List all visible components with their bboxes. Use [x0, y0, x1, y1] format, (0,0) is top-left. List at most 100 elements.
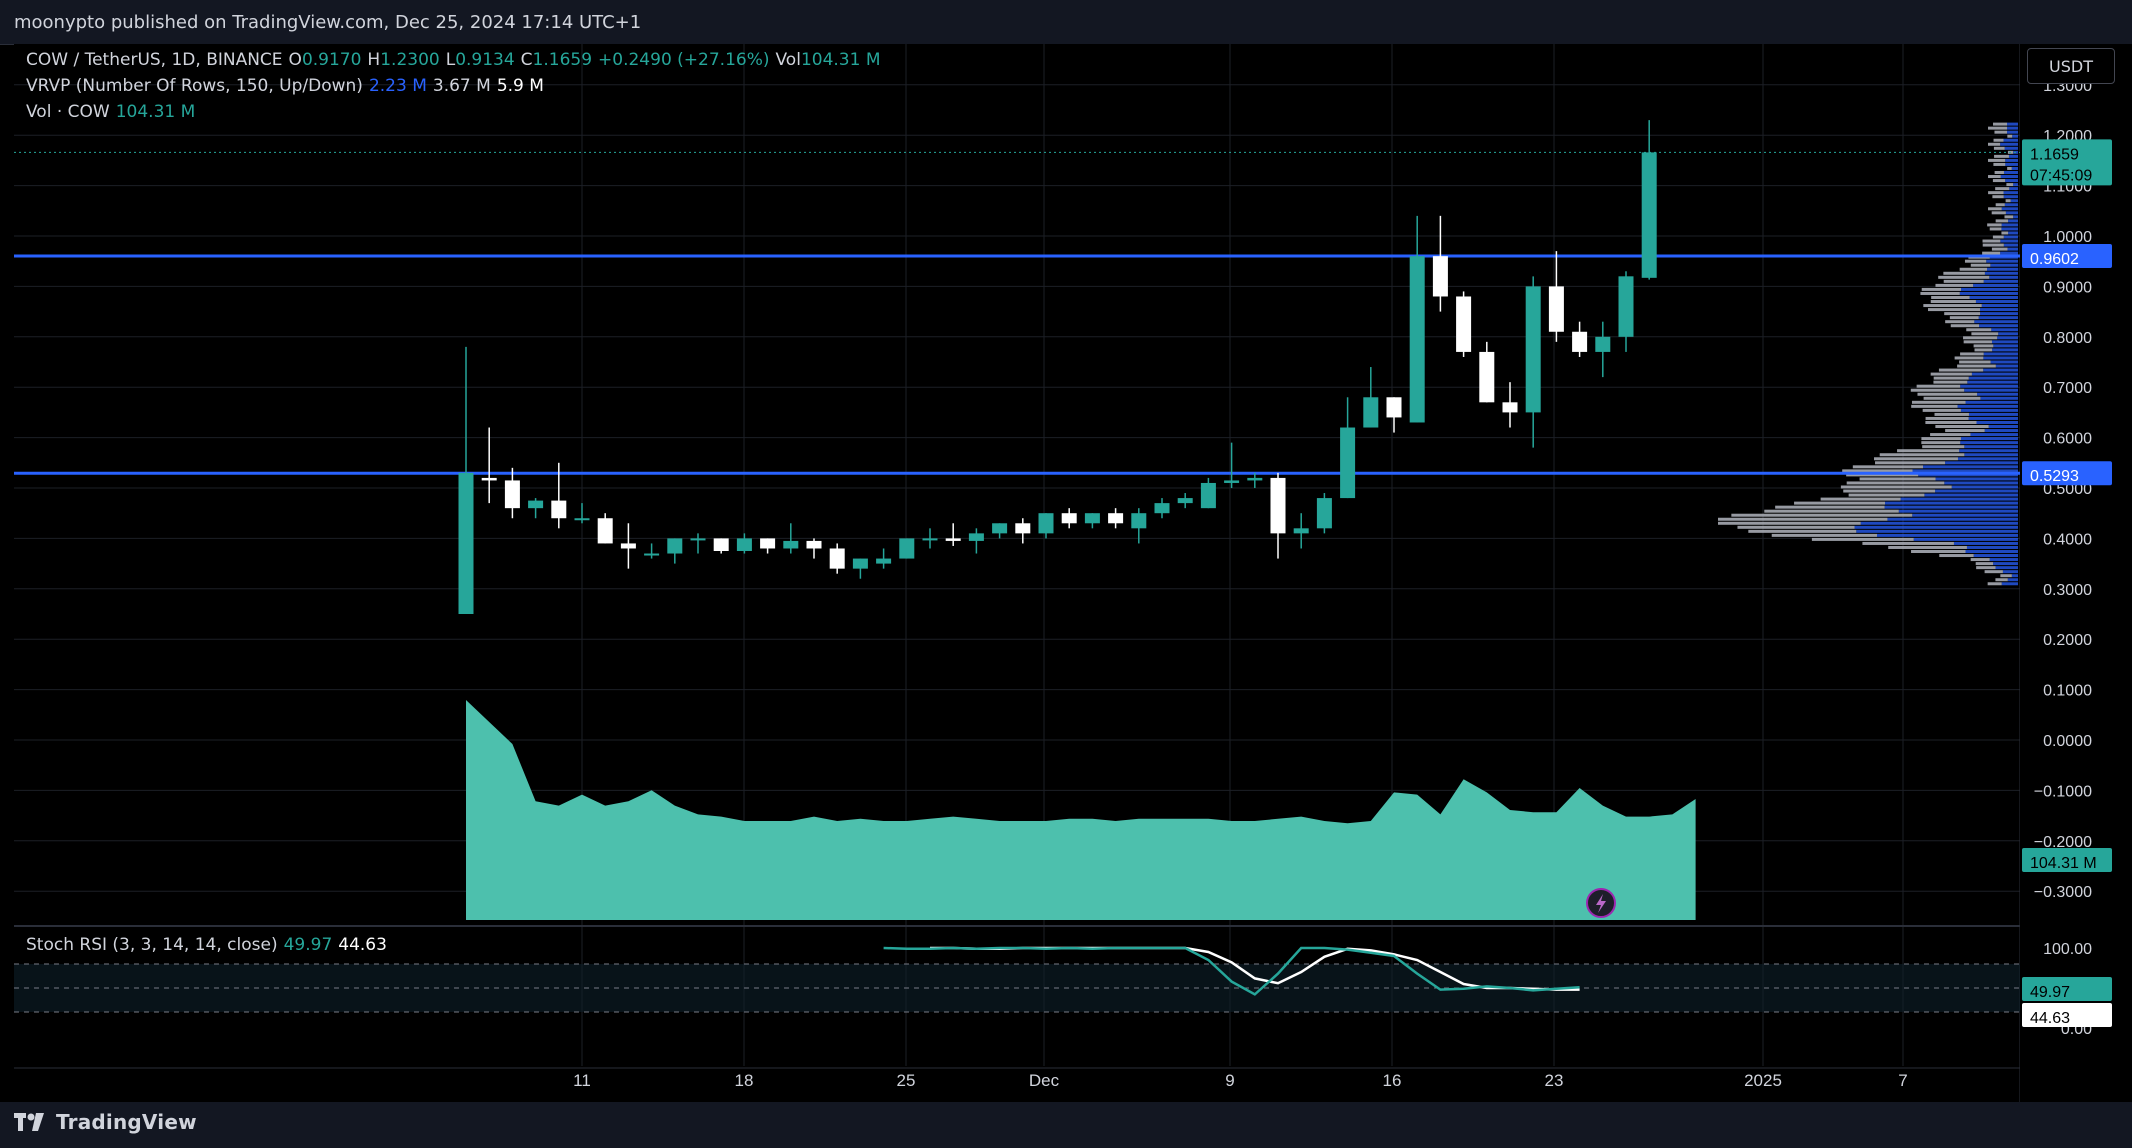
profile-row-down	[1748, 529, 1857, 533]
profile-row-up	[1912, 469, 2018, 473]
tradingview-logo-icon	[14, 1113, 44, 1131]
candle-body	[481, 477, 497, 481]
profile-row-down	[1862, 541, 1954, 545]
candle-body	[644, 553, 660, 556]
profile-row-down	[1993, 138, 2004, 142]
profile-row-down	[1916, 384, 1961, 388]
profile-row-up	[2003, 170, 2018, 174]
candle-body	[899, 538, 915, 559]
time-tick-label: 7	[1898, 1071, 1907, 1090]
profile-row-up	[1983, 352, 2018, 356]
price-tick-label: 0.4000	[2043, 531, 2092, 548]
legend-vol: 104.31 M	[800, 50, 881, 70]
candle-body	[992, 523, 1008, 534]
stoch-label[interactable]: Stoch RSI (3, 3, 14, 14, close)	[26, 935, 278, 955]
profile-row-up	[1960, 384, 2018, 388]
brand[interactable]: TradingView	[14, 1110, 197, 1134]
candle-body	[458, 472, 474, 614]
profile-row-down	[1959, 267, 1988, 271]
stoch-k-line	[883, 946, 1580, 996]
candle-body	[1595, 336, 1611, 352]
price-tick-label: 0.8000	[2043, 330, 2092, 347]
profile-row-down	[1988, 158, 2006, 162]
candle-body	[1224, 480, 1240, 483]
candle-body	[1108, 513, 1124, 524]
candle-body	[736, 538, 752, 551]
profile-row-up	[1957, 404, 2018, 408]
profile-row-down	[1995, 219, 2009, 223]
stoch-d-badge-bg	[2022, 1003, 2112, 1027]
profile-row-up	[1884, 505, 2018, 509]
profile-row-up	[2003, 243, 2018, 247]
stoch-k-badge-bg	[2022, 977, 2112, 1001]
profile-row-down	[1874, 457, 1958, 461]
currency-button[interactable]: USDT	[2027, 48, 2115, 84]
profile-row-up	[2001, 223, 2018, 227]
legend-symbol-line: COW / TetherUS, 1D, BINANCE O0.9170 H1.230…	[26, 50, 887, 70]
profile-row-down	[1764, 509, 1899, 513]
profile-row-up	[1953, 541, 2018, 545]
profile-row-down	[1938, 275, 1990, 279]
profile-row-down	[1897, 449, 1960, 453]
legend-vol-series-value: 104.31 M	[115, 102, 196, 122]
price-tick-label: 0.2000	[2043, 632, 2092, 649]
profile-row-up	[1959, 291, 2018, 295]
profile-row-up	[1965, 550, 2018, 554]
profile-row-up	[1913, 537, 2018, 541]
profile-row-down	[1988, 207, 2002, 211]
legend-symbol[interactable]: COW / TetherUS, 1D, BINANCE	[26, 50, 283, 70]
volume-profile	[1718, 122, 2018, 586]
profile-row-up	[1912, 513, 2018, 517]
profile-row-down	[1963, 336, 1998, 340]
profile-row-up	[1951, 485, 2018, 489]
profile-row-up	[1969, 295, 2018, 299]
profile-row-down	[1945, 320, 1975, 324]
profile-row-up	[1944, 481, 2018, 485]
profile-row-down	[1992, 195, 2004, 199]
candle-body	[1479, 351, 1495, 403]
profile-row-up	[1968, 412, 2018, 416]
profile-row-up	[2008, 154, 2018, 158]
profile-row-up	[1983, 368, 2018, 372]
profile-row-up	[2013, 183, 2018, 187]
profile-row-up	[2003, 138, 2018, 142]
candle-body	[504, 480, 520, 509]
volume-badge-text: 104.31 M	[2030, 855, 2097, 872]
profile-row-down	[1920, 291, 1960, 295]
time-axis[interactable]: 11 18 25 Dec 9 16 23 2025 7	[573, 1071, 1908, 1090]
profile-row-up	[1961, 287, 2018, 291]
profile-row-down	[1931, 295, 1970, 299]
last-price-badge-text: 1.1659	[2030, 146, 2079, 163]
profile-row-up	[2007, 122, 2018, 126]
profile-row-up	[2003, 191, 2018, 195]
profile-row-up	[2005, 158, 2018, 162]
stoch-axis-top: 100.00	[2043, 941, 2092, 958]
profile-row-up	[1960, 408, 2018, 412]
candle-body	[922, 538, 938, 541]
profile-row-down	[1921, 441, 1961, 445]
legend-vol-series-label[interactable]: Vol · COW	[26, 102, 110, 122]
legend-vrvp-label[interactable]: VRVP (Number Of Rows, 150, Up/Down)	[26, 76, 363, 96]
profile-row-up	[1993, 562, 2018, 566]
candle-body	[1038, 513, 1054, 534]
horizontal-lines[interactable]	[14, 151, 2020, 475]
legend-vrvp-up: 2.23 M	[368, 76, 427, 96]
candle-body	[1015, 523, 1031, 534]
profile-row-down	[1939, 554, 1974, 558]
profile-row-up	[1983, 356, 2018, 360]
profile-row-down	[2005, 199, 2011, 203]
candle-body	[528, 500, 544, 509]
profile-row-up	[2002, 570, 2018, 574]
profile-row-down	[1843, 489, 1936, 493]
candle-body	[1363, 397, 1379, 428]
price-tick-label: 0.0000	[2043, 733, 2092, 750]
profile-row-down	[1975, 562, 1994, 566]
price-axis[interactable]: 1.30001.20001.10001.00000.90000.80000.70…	[2020, 44, 2132, 1102]
chart-svg[interactable]: 1.30001.20001.10001.00000.90000.80000.70…	[0, 0, 2132, 1102]
profile-row-up	[1995, 364, 2018, 368]
profile-row-down	[2004, 215, 2014, 219]
profile-row-up	[1991, 340, 2018, 344]
profile-row-down	[2007, 166, 2012, 170]
profile-row-up	[1856, 529, 2018, 533]
legend-vol-label: Vol	[775, 50, 801, 70]
